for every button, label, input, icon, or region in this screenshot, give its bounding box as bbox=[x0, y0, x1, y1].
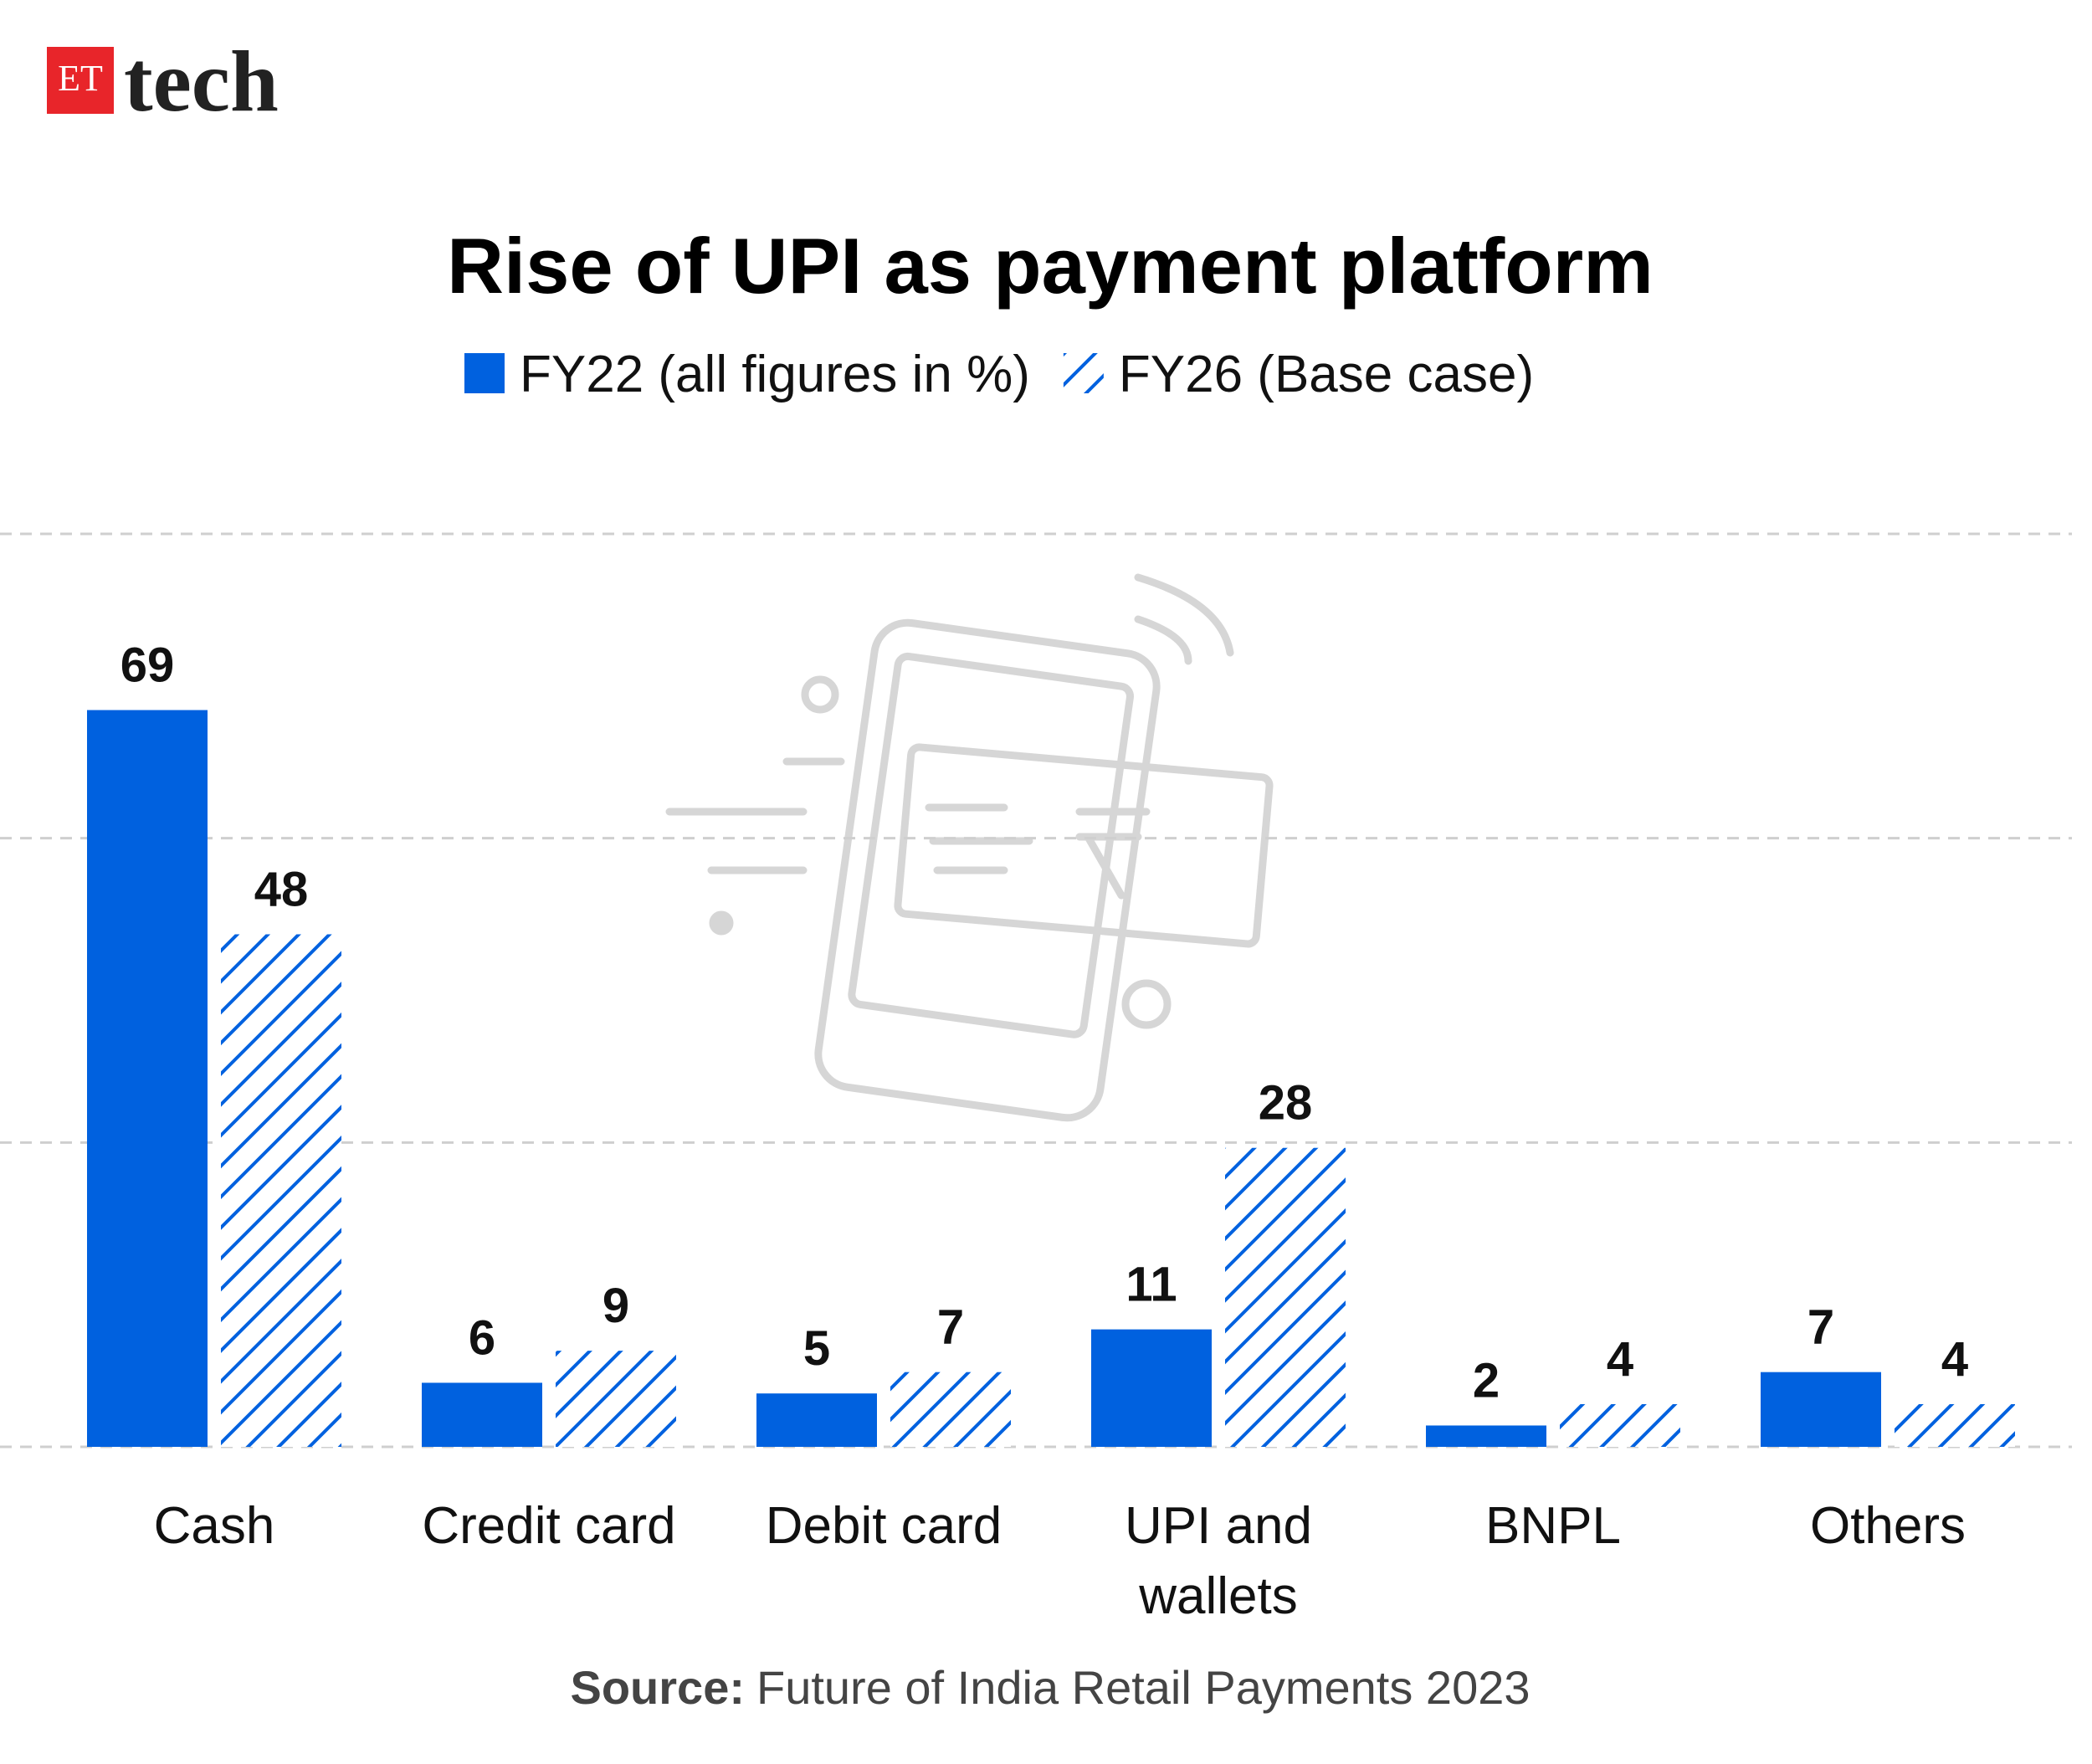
bar bbox=[1091, 1329, 1212, 1447]
legend-swatch bbox=[464, 353, 505, 393]
x-tick-label: Credit card bbox=[422, 1497, 676, 1555]
bar bbox=[1560, 1403, 1680, 1447]
source-label: Source: bbox=[570, 1661, 745, 1714]
bar bbox=[1761, 1372, 1881, 1447]
bar bbox=[221, 934, 341, 1447]
value-label: 5 bbox=[803, 1321, 830, 1376]
bar bbox=[890, 1372, 1011, 1447]
bar bbox=[87, 710, 208, 1447]
value-label: 7 bbox=[937, 1300, 964, 1355]
bar bbox=[1225, 1147, 1346, 1447]
value-label: 2 bbox=[1473, 1353, 1500, 1408]
value-label: 6 bbox=[469, 1310, 495, 1365]
logo-text: tech bbox=[124, 33, 279, 130]
value-label: 4 bbox=[1941, 1332, 1968, 1387]
chart-title: Rise of UPI as payment platform bbox=[447, 222, 1654, 310]
value-label: 9 bbox=[602, 1279, 629, 1333]
bar bbox=[1426, 1425, 1546, 1447]
legend: FY22 (all figures in %) FY26 (Base case) bbox=[464, 346, 1534, 403]
value-label: 7 bbox=[1807, 1300, 1834, 1355]
value-label: 48 bbox=[254, 863, 309, 917]
bar bbox=[422, 1382, 542, 1447]
x-tick-label: Cash bbox=[153, 1497, 275, 1555]
source: Source: Future of India Retail Payments 2… bbox=[570, 1661, 1530, 1714]
illustration bbox=[665, 573, 1274, 1122]
bar bbox=[756, 1393, 877, 1447]
source-text: Future of India Retail Payments 2023 bbox=[756, 1661, 1531, 1714]
bar bbox=[1895, 1403, 2015, 1447]
value-label: 69 bbox=[120, 638, 175, 693]
x-tick-label: Debit card bbox=[765, 1497, 1002, 1555]
value-label: 28 bbox=[1259, 1076, 1313, 1131]
value-label: 4 bbox=[1607, 1332, 1633, 1387]
logo-badge: ET bbox=[58, 58, 103, 99]
x-tick-label: UPI and wallets bbox=[1124, 1497, 1313, 1625]
legend-label: FY22 (all figures in %) bbox=[520, 346, 1030, 403]
x-tick-label: Others bbox=[1809, 1497, 1966, 1555]
value-label: 11 bbox=[1125, 1258, 1177, 1312]
bar bbox=[556, 1351, 676, 1447]
legend-label: FY26 (Base case) bbox=[1119, 346, 1534, 403]
x-tick-label: BNPL bbox=[1485, 1497, 1621, 1555]
legend-swatch bbox=[1063, 353, 1104, 393]
logo-badge-bg bbox=[47, 47, 114, 114]
